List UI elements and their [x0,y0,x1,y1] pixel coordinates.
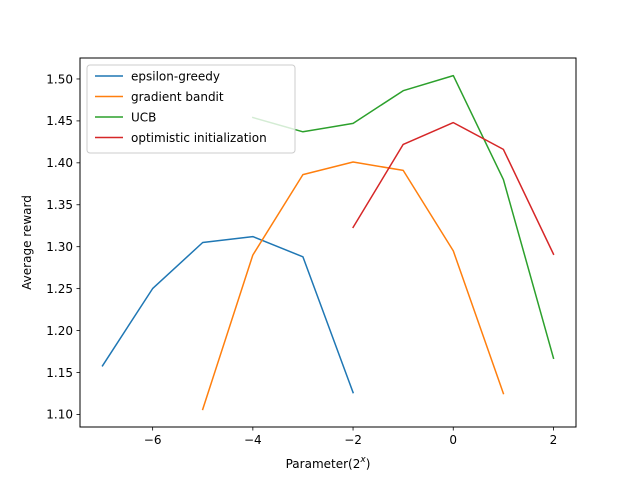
y-tick-label: 1.10 [46,408,73,422]
x-tick-label: 2 [550,433,558,447]
y-tick-label: 1.25 [46,282,73,296]
series-line-2 [251,74,555,360]
legend-label-3: optimistic initialization [131,131,267,145]
x-tick-label: −4 [244,433,262,447]
series-layer [101,74,555,411]
series-line-0 [101,235,355,394]
x-axis-label-suffix: ) [366,457,371,471]
y-axis-label: Average reward [20,195,34,290]
series-line-1 [201,161,505,411]
x-tick-label: 0 [449,433,457,447]
legend-box [86,64,296,154]
series-line-3 [352,121,555,256]
y-tick-label: 1.35 [46,198,73,212]
y-tick-label: 1.45 [46,114,73,128]
x-axis-label-superscript: x [359,455,366,465]
y-axis: 1.10 1.15 1.20 1.25 1.30 1.35 1.40 1.45 1.50 [46,72,80,422]
legend-label-2: UCB [131,110,156,124]
x-tick-label: −2 [344,433,362,447]
x-tick-label: −6 [144,433,162,447]
y-tick-label: 1.40 [46,156,73,170]
x-axis: −6 −4 −2 0 2 [144,427,557,447]
y-tick-label: 1.20 [46,324,73,338]
y-tick-label: 1.50 [46,72,73,86]
legend-label-1: gradient bandit [131,90,224,104]
plot-frame [79,57,577,428]
legend: epsilon-greedy gradient bandit UCB optimist… [86,64,296,154]
x-axis-label-text: Parameter(2 [286,457,361,471]
y-tick-label: 1.30 [46,240,73,254]
y-tick-label: 1.15 [46,366,73,380]
legend-label-0: epsilon-greedy [131,69,220,83]
x-axis-label: Parameter(2x) [286,455,371,471]
